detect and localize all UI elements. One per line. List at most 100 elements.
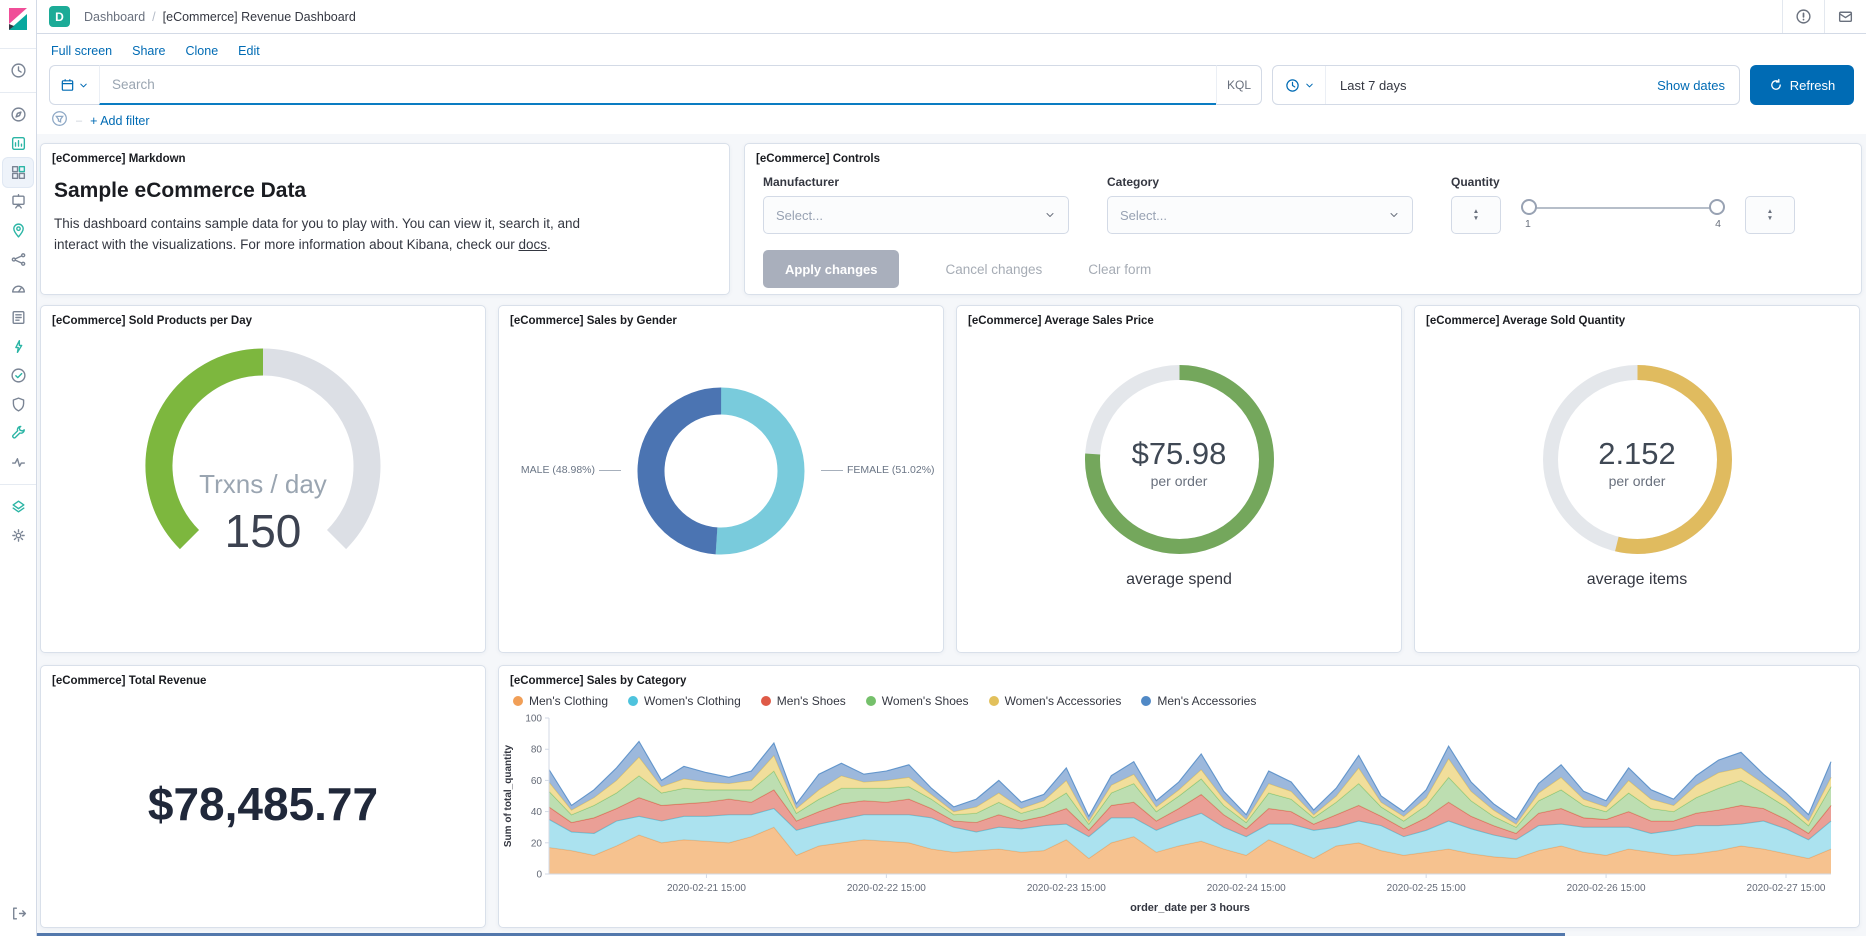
panel-sold-products-per-day: [eCommerce] Sold Products per Day Trxns … [40, 305, 486, 653]
upgrade-assistant-icon[interactable] [3, 492, 33, 521]
uptime-icon[interactable] [3, 361, 33, 390]
stacked-area-chart: 0 20 40 60 80 100 2020-02-21 15:00 2020-02-22 1… [503, 714, 1832, 914]
panel-title: [eCommerce] Sales by Gender [510, 315, 677, 327]
svg-text:20: 20 [531, 838, 543, 849]
dashboard-icon[interactable] [3, 158, 33, 187]
legend-dot [988, 696, 999, 706]
slider-handle-max[interactable] [1709, 199, 1725, 215]
time-range-value[interactable]: Last 7 days [1340, 77, 1407, 93]
collapse-nav-icon[interactable] [3, 899, 33, 928]
siem-icon[interactable] [3, 390, 33, 419]
canvas-icon[interactable] [3, 187, 33, 216]
legend-item[interactable]: Men's Clothing [513, 694, 608, 708]
breadcrumb-separator: / [152, 9, 156, 24]
quantity-label: Quantity [1451, 175, 1500, 189]
svg-text:2020-02-25 15:00: 2020-02-25 15:00 [1387, 883, 1466, 894]
svg-text:60: 60 [531, 776, 543, 787]
breadcrumb-dashboard[interactable]: Dashboard [84, 9, 146, 24]
slider-handle-min[interactable] [1521, 199, 1537, 215]
newsfeed-icon[interactable] [1824, 0, 1866, 33]
svg-text:80: 80 [531, 745, 543, 756]
legend-item[interactable]: Women's Accessories [988, 694, 1122, 708]
clone-link[interactable]: Clone [185, 44, 219, 58]
share-link[interactable]: Share [132, 44, 166, 58]
slice-label-male: MALE (48.98%) [521, 464, 621, 476]
panel-markdown: [eCommerce] Markdown Sample eCommerce Da… [40, 143, 730, 295]
time-picker-quick-menu-button[interactable] [1273, 66, 1326, 104]
dev-tools-icon[interactable] [3, 419, 33, 448]
controls-row: Manufacturer Select... Category Select..… [745, 169, 1861, 234]
svg-text:2020-02-22 15:00: 2020-02-22 15:00 [847, 883, 926, 894]
legend-item[interactable]: Men's Shoes [760, 694, 846, 708]
apply-changes-button[interactable]: Apply changes [763, 250, 900, 288]
panel-title: [eCommerce] Sold Products per Day [52, 315, 253, 327]
female-label: FEMALE (51.02%) [847, 464, 935, 476]
apm-icon[interactable] [3, 332, 33, 361]
help-icon[interactable] [1782, 0, 1824, 33]
goal-chart: $75.98 per order average spend [957, 331, 1401, 646]
svg-text:40: 40 [531, 807, 543, 818]
logs-icon[interactable] [3, 303, 33, 332]
quantity-min-input[interactable]: ▲ ▼ [1451, 196, 1501, 234]
machine-learning-icon[interactable] [3, 245, 33, 274]
category-select[interactable]: Select... [1107, 196, 1413, 234]
donut-slices [637, 387, 805, 555]
kql-syntax-button[interactable]: KQL [1216, 65, 1262, 105]
slider-track[interactable] [1523, 207, 1723, 209]
cancel-changes-button[interactable]: Cancel changes [945, 261, 1043, 277]
clear-form-button[interactable]: Clear form [1088, 261, 1152, 277]
breadcrumb-current: [eCommerce] Revenue Dashboard [162, 9, 356, 24]
refresh-button[interactable]: Refresh [1750, 65, 1854, 105]
legend-dot [865, 696, 876, 706]
maps-icon[interactable] [3, 216, 33, 245]
legend-item[interactable]: Men's Accessories [1141, 694, 1256, 708]
legend-item[interactable]: Women's Clothing [628, 694, 741, 708]
filter-bar-dash: – [76, 115, 83, 127]
stepper-icon[interactable]: ▲ ▼ [1472, 207, 1480, 222]
add-filter-button[interactable]: + Add filter [90, 114, 150, 128]
chevron-down-icon [1046, 213, 1054, 217]
svg-text:Sum of total_quantity: Sum of total_quantity [503, 744, 514, 847]
show-dates-button[interactable]: Show dates [1657, 77, 1725, 93]
divider [0, 92, 36, 93]
manufacturer-select[interactable]: Select... [763, 196, 1069, 234]
docs-link[interactable]: docs [518, 236, 548, 252]
legend-dot [760, 696, 771, 706]
search-input[interactable] [99, 65, 1216, 105]
stack-monitoring-icon[interactable] [3, 448, 33, 477]
stepper-icon[interactable]: ▲ ▼ [1766, 207, 1774, 222]
svg-text:0: 0 [536, 870, 542, 881]
slider-min-label: 1 [1525, 218, 1531, 230]
breadcrumb: Dashboard / [eCommerce] Revenue Dashboar… [84, 10, 356, 24]
visualize-icon[interactable] [3, 129, 33, 158]
full-screen-link[interactable]: Full screen [51, 44, 113, 58]
discover-icon[interactable] [3, 100, 33, 129]
quantity-max-input[interactable]: ▲ ▼ [1745, 196, 1795, 234]
slice-label-female: FEMALE (51.02%) [821, 464, 935, 476]
panel-average-sales-price: [eCommerce] Average Sales Price $75.98 p… [956, 305, 1402, 653]
divider [0, 484, 36, 485]
management-icon[interactable] [3, 521, 33, 550]
filter-options-icon[interactable] [51, 110, 68, 132]
panel-title: [eCommerce] Controls [756, 153, 880, 165]
query-bar: KQL Last 7 days Show dates Refresh [37, 64, 1866, 106]
saved-query-menu-button[interactable] [49, 65, 99, 105]
recently-viewed-icon[interactable] [3, 56, 33, 85]
category-control: Category Select... [1107, 175, 1413, 234]
manufacturer-label: Manufacturer [763, 175, 840, 189]
legend-item[interactable]: Women's Shoes [865, 694, 969, 708]
metrics-icon[interactable] [3, 274, 33, 303]
panel-controls: [eCommerce] Controls Manufacturer Select… [744, 143, 1862, 295]
kibana-logo[interactable] [6, 7, 30, 31]
svg-text:order_date per 3 hours: order_date per 3 hours [1130, 902, 1250, 914]
quantity-range-slider[interactable]: 1 4 [1521, 196, 1725, 230]
legend-label: Women's Accessories [1004, 694, 1122, 708]
edit-link[interactable]: Edit [238, 44, 260, 58]
legend-label: Women's Shoes [881, 694, 969, 708]
svg-text:2020-02-24 15:00: 2020-02-24 15:00 [1207, 883, 1286, 894]
manufacturer-control: Manufacturer Select... [763, 175, 1069, 234]
goal-ring [1084, 365, 1274, 554]
markdown-body: This dashboard contains sample data for … [41, 203, 626, 256]
goal-caption: average spend [1126, 571, 1232, 588]
